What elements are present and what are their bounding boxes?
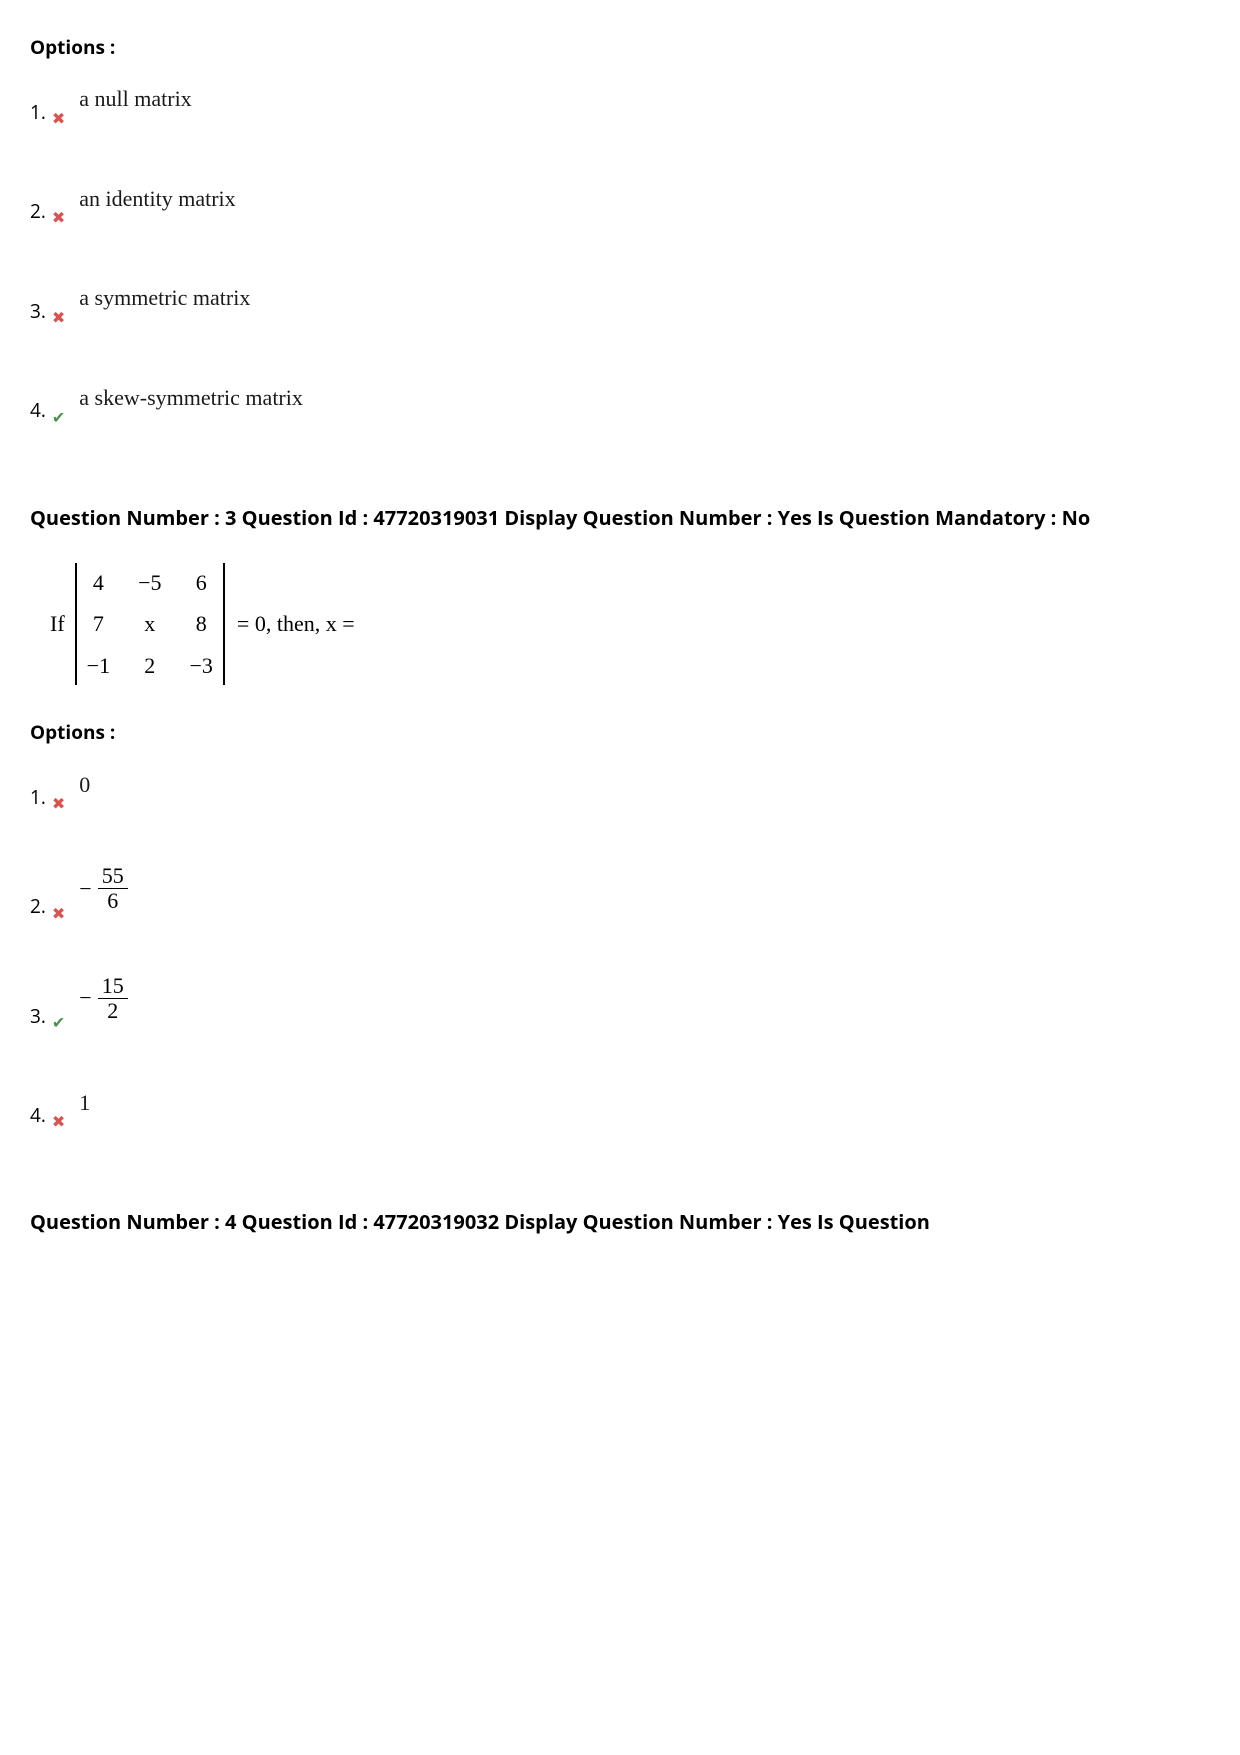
option-text: a symmetric matrix bbox=[79, 278, 250, 318]
matrix-cell: 2 bbox=[138, 646, 161, 686]
options-list: 1.✖02.✖−5563.✔−1524.✖1 bbox=[30, 775, 1210, 1133]
option-number: 1. bbox=[30, 95, 46, 129]
minus-sign: − bbox=[79, 869, 91, 909]
check-icon: ✔ bbox=[52, 409, 65, 425]
options-heading: Options : bbox=[30, 30, 1210, 64]
matrix-cell: 4 bbox=[87, 563, 110, 603]
fraction-numerator: 15 bbox=[98, 974, 128, 999]
options-list: 1.✖a null matrix2.✖an identity matrix3.✖… bbox=[30, 89, 1210, 427]
matrix-cell: 7 bbox=[87, 604, 110, 644]
option-row: 3.✔−152 bbox=[30, 984, 1210, 1033]
fraction-denominator: 2 bbox=[103, 999, 122, 1023]
matrix-cell: x bbox=[138, 604, 161, 644]
fraction-numerator: 55 bbox=[98, 864, 128, 889]
matrix-cell: 8 bbox=[190, 604, 213, 644]
option-text: a skew-symmetric matrix bbox=[79, 378, 303, 418]
cross-icon: ✖ bbox=[52, 905, 65, 921]
minus-sign: − bbox=[79, 978, 91, 1018]
fraction: 152 bbox=[98, 974, 128, 1023]
options-heading: Options : bbox=[30, 715, 1210, 749]
matrix-cell: 6 bbox=[190, 563, 213, 603]
matrix-cell: −1 bbox=[87, 646, 110, 686]
matrix-cell: −5 bbox=[138, 563, 161, 603]
cross-icon: ✖ bbox=[52, 309, 65, 325]
matrix-cell: −3 bbox=[190, 646, 213, 686]
option-row: 2.✖−556 bbox=[30, 874, 1210, 923]
question-header: Question Number : 3 Question Id : 477203… bbox=[30, 498, 1210, 538]
option-number: 2. bbox=[30, 194, 46, 228]
option-text: 1 bbox=[79, 1083, 90, 1123]
option-row: 4.✔a skew-symmetric matrix bbox=[30, 388, 1210, 428]
math-suffix: = 0, then, x = bbox=[237, 604, 355, 644]
option-row: 4.✖1 bbox=[30, 1093, 1210, 1133]
cross-icon: ✖ bbox=[52, 1113, 65, 1129]
determinant: 4 −5 6 7x8 −1 2 −3 bbox=[75, 563, 225, 686]
math-prefix: If bbox=[50, 604, 65, 644]
fraction: 556 bbox=[98, 864, 128, 913]
option-number: 3. bbox=[30, 294, 46, 328]
option-fraction: −152 bbox=[79, 974, 127, 1023]
option-fraction: −556 bbox=[79, 864, 127, 913]
option-text: a null matrix bbox=[79, 79, 191, 119]
option-number: 2. bbox=[30, 889, 46, 923]
option-row: 3.✖a symmetric matrix bbox=[30, 288, 1210, 328]
question-header: Question Number : 4 Question Id : 477203… bbox=[30, 1202, 1210, 1242]
option-number: 3. bbox=[30, 999, 46, 1033]
option-text: 0 bbox=[79, 765, 90, 805]
option-row: 1.✖a null matrix bbox=[30, 89, 1210, 129]
option-row: 2.✖an identity matrix bbox=[30, 189, 1210, 229]
option-row: 1.✖0 bbox=[30, 775, 1210, 815]
cross-icon: ✖ bbox=[52, 110, 65, 126]
fraction-denominator: 6 bbox=[103, 889, 122, 913]
option-number: 4. bbox=[30, 1098, 46, 1132]
question-math: If 4 −5 6 7x8 −1 2 −3 = 0, then, x = bbox=[50, 563, 1210, 686]
option-text: an identity matrix bbox=[79, 179, 235, 219]
option-number: 4. bbox=[30, 393, 46, 427]
matrix-bar-right bbox=[223, 563, 225, 686]
cross-icon: ✖ bbox=[52, 209, 65, 225]
option-number: 1. bbox=[30, 780, 46, 814]
cross-icon: ✖ bbox=[52, 795, 65, 811]
check-icon: ✔ bbox=[52, 1014, 65, 1030]
matrix-grid: 4 −5 6 7x8 −1 2 −3 bbox=[77, 563, 223, 686]
